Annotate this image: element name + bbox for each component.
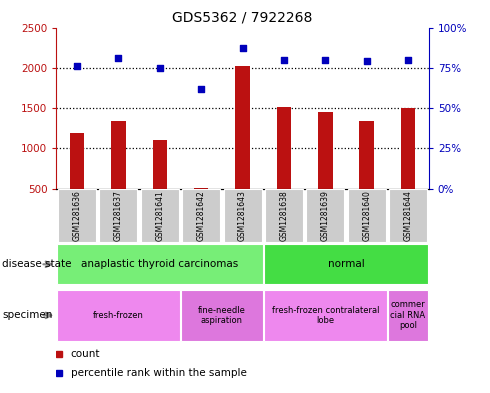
Text: GSM1281644: GSM1281644 [404, 190, 413, 241]
Text: GSM1281638: GSM1281638 [279, 190, 289, 241]
Text: anaplastic thyroid carcinomas: anaplastic thyroid carcinomas [81, 259, 239, 269]
Text: percentile rank within the sample: percentile rank within the sample [71, 368, 246, 378]
Bar [70, 133, 84, 189]
Text: GSM1281640: GSM1281640 [362, 190, 371, 241]
Point [197, 86, 205, 92]
Bar [389, 189, 427, 242]
Text: GSM1281641: GSM1281641 [155, 190, 164, 241]
Bar [57, 244, 263, 284]
Text: fresh-frozen contralateral
lobe: fresh-frozen contralateral lobe [271, 306, 379, 325]
Point [280, 57, 288, 63]
Text: GSM1281637: GSM1281637 [114, 190, 123, 241]
Bar [181, 290, 263, 341]
Bar [264, 290, 387, 341]
Bar [306, 189, 344, 242]
Bar [277, 107, 291, 189]
Point [239, 45, 246, 51]
Bar [401, 108, 416, 189]
Bar [318, 112, 333, 189]
Text: fresh-frozen: fresh-frozen [93, 311, 144, 320]
Text: commer
cial RNA
pool: commer cial RNA pool [391, 301, 426, 330]
Text: GSM1281643: GSM1281643 [238, 190, 247, 241]
Bar [388, 290, 428, 341]
Text: normal: normal [328, 259, 365, 269]
Text: disease state: disease state [2, 259, 72, 269]
Text: fine-needle
aspiration: fine-needle aspiration [198, 306, 246, 325]
Bar [152, 140, 167, 189]
Point [156, 64, 164, 71]
Bar [235, 66, 250, 189]
Bar [264, 244, 428, 284]
Text: GSM1281639: GSM1281639 [321, 190, 330, 241]
Point [321, 57, 329, 63]
Bar [141, 189, 179, 242]
Bar [58, 189, 96, 242]
Text: GSM1281642: GSM1281642 [196, 190, 206, 241]
Bar [57, 290, 180, 341]
Bar [111, 121, 125, 189]
Bar [99, 189, 138, 242]
Bar [223, 189, 262, 242]
Title: GDS5362 / 7922268: GDS5362 / 7922268 [172, 11, 313, 25]
Bar [360, 121, 374, 189]
Point [115, 55, 122, 61]
Bar [347, 189, 386, 242]
Point [363, 58, 370, 64]
Point [404, 57, 412, 63]
Text: GSM1281636: GSM1281636 [73, 190, 81, 241]
Bar [265, 189, 303, 242]
Bar [194, 188, 208, 189]
Text: specimen: specimen [2, 310, 53, 320]
Bar [182, 189, 220, 242]
Point [73, 63, 81, 69]
Text: count: count [71, 349, 100, 359]
